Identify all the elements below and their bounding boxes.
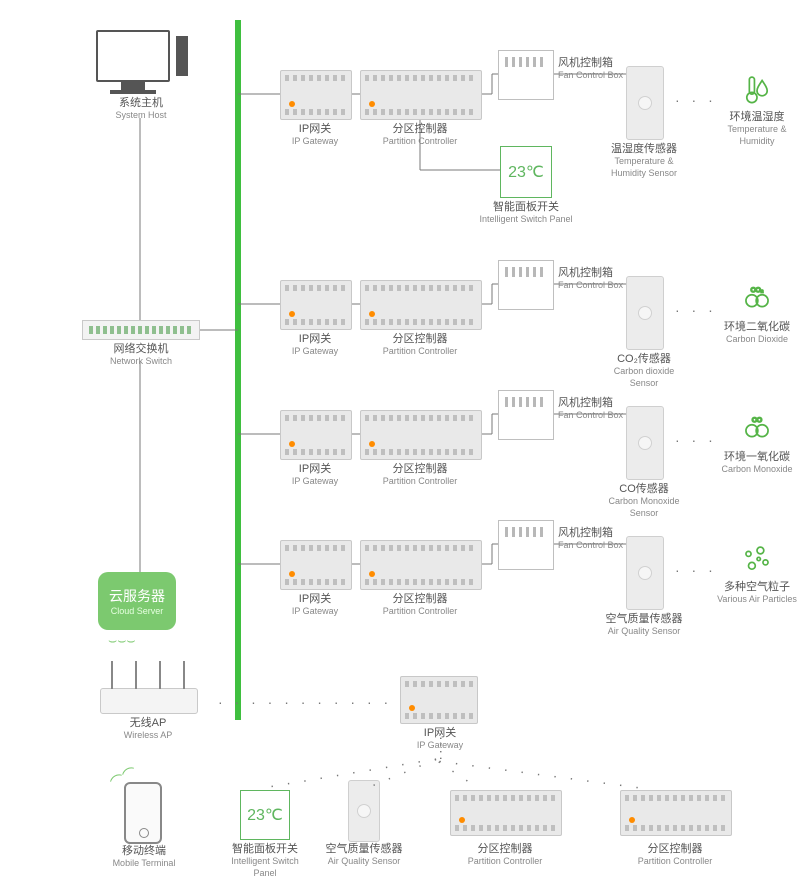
partition-controller-row3 [360,540,482,590]
bottom-label-3: 分区控制器Partition Controller [620,842,730,868]
ip-gateway-label-row1: IP网关IP Gateway [272,332,358,358]
partition-controller-row0 [360,70,482,120]
system-host-label: 系统主机System Host [86,96,196,122]
bottom-partition-3 [620,790,732,836]
fan-control-box-row2 [498,390,554,440]
env-label-row3: 多种空气粒子Various Air Particles [714,580,800,606]
sensor-row1 [626,276,664,350]
partition-label-row1: 分区控制器Partition Controller [360,332,480,358]
network-switch-label: 网络交换机Network Switch [86,342,196,368]
sensor-label-row1: CO₂传感器Carbon dioxide Sensor [600,352,688,390]
ip-gateway-label-row3: IP网关IP Gateway [272,592,358,618]
ip-gateway-row0 [280,70,352,120]
sensor-row2 [626,406,664,480]
sensor-row0 [626,66,664,140]
cloud-server-icon: 云服务器Cloud Server [98,572,176,630]
network-switch-icon [82,320,200,340]
ip-gateway-row1 [280,280,352,330]
fan-control-box-row0 [498,50,554,100]
switch-panel-row0-label: 智能面板开关Intelligent Switch Panel [478,200,574,226]
diagram-root: 系统主机System Host 网络交换机Network Switch 云服务器… [0,0,800,880]
env-label-row2: 环境一氧化碳Carbon Monoxide [714,450,800,476]
partition-label-row2: 分区控制器Partition Controller [360,462,480,488]
sensor-label-row2: CO传感器Carbon Monoxide Sensor [600,482,688,520]
ip-gateway-row2 [280,410,352,460]
mobile-terminal-label: 移动终端Mobile Terminal [96,844,192,870]
wireless-ap-icon [100,688,198,714]
sensor-label-row3: 空气质量传感器Air Quality Sensor [600,612,688,638]
env-icon-row3 [740,542,774,576]
partition-controller-row1 [360,280,482,330]
mobile-terminal-icon [124,782,162,844]
system-host-icon [96,30,170,82]
sensor-row3 [626,536,664,610]
dots-row3: · · · [675,562,717,578]
switch-panel-row0: 23℃ [500,146,552,198]
bottom-label-0: 智能面板开关Intelligent Switch Panel [220,842,310,880]
cloud-wifi-icon: ⌣⌣⌣ [108,632,136,649]
ip-gateway-row3 [280,540,352,590]
ip-gateway-label-row2: IP网关IP Gateway [272,462,358,488]
bottom-gateway [400,676,478,724]
env-icon-row2: CO [740,412,774,446]
env-label-row0: 环境温湿度Temperature & Humidity [714,110,800,148]
svg-text:CO₂: CO₂ [751,287,764,294]
system-host-tower [176,36,188,76]
env-icon-row1: CO₂ [740,282,774,316]
bottom-panel-0: 23℃ [240,790,290,840]
dots-row0: · · · [675,92,717,108]
partition-label-row3: 分区控制器Partition Controller [360,592,480,618]
fan-control-box-row1 [498,260,554,310]
svg-text:CO: CO [752,417,762,424]
sensor-label-row0: 温湿度传感器Temperature & Humidity Sensor [600,142,688,180]
bottom-label-2: 分区控制器Partition Controller [450,842,560,868]
bottom-label-1: 空气质量传感器Air Quality Sensor [324,842,404,868]
dots-row1: · · · [675,302,717,318]
dots-row2: · · · [675,432,717,448]
partition-label-row0: 分区控制器Partition Controller [360,122,480,148]
bottom-partition-2 [450,790,562,836]
env-icon-row0 [740,72,774,106]
partition-controller-row2 [360,410,482,460]
wireless-ap-label: 无线APWireless AP [100,716,196,742]
fan-control-box-row3 [498,520,554,570]
env-label-row1: 环境二氧化碳Carbon Dioxide [714,320,800,346]
ip-gateway-label-row0: IP网关IP Gateway [272,122,358,148]
ap-dots: · · · · · · · · · · · · [218,694,409,710]
